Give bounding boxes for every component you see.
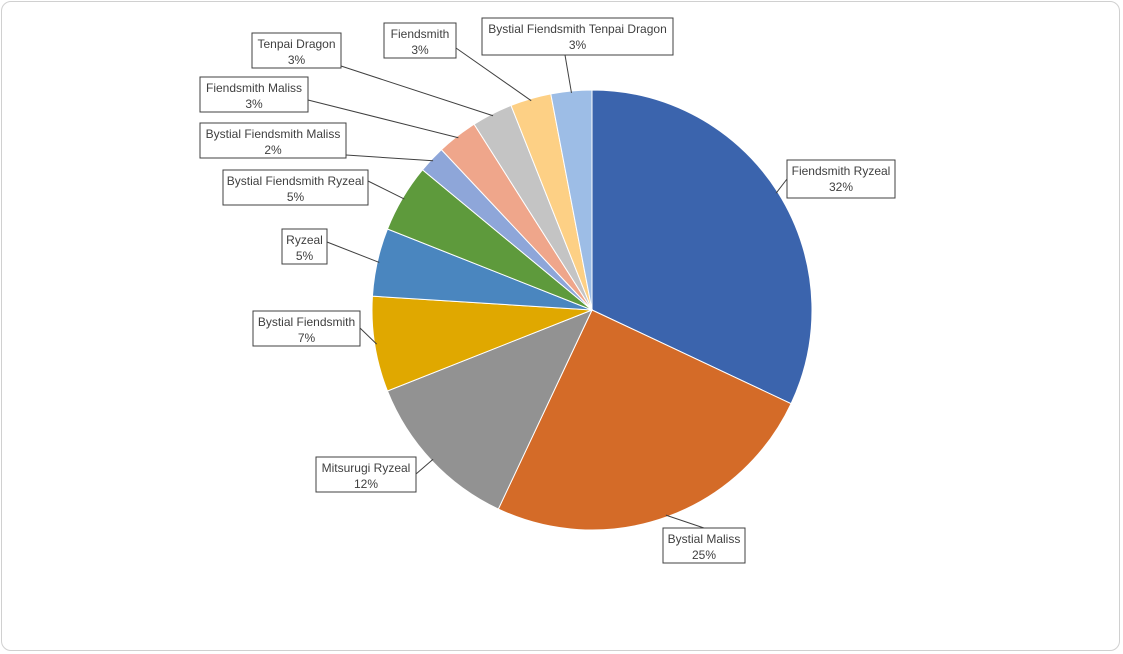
leader-line bbox=[564, 54, 572, 94]
leader-line bbox=[775, 178, 788, 194]
value-label: 5% bbox=[296, 249, 314, 263]
value-label: 12% bbox=[354, 477, 378, 491]
category-label: Bystial Fiendsmith Ryzeal bbox=[227, 174, 364, 188]
data-label-box bbox=[252, 310, 361, 347]
data-label-box bbox=[383, 22, 457, 59]
data-label: Fiendsmith Maliss 3% bbox=[199, 76, 309, 113]
category-label: Mitsurugi Ryzeal bbox=[322, 461, 411, 475]
value-label: 3% bbox=[245, 97, 263, 111]
data-label: Bystial Fiendsmith Maliss 2% bbox=[199, 122, 347, 159]
leader-line bbox=[345, 154, 434, 162]
data-label-box bbox=[199, 76, 309, 113]
category-label: Bystial Fiendsmith bbox=[258, 315, 355, 329]
slices bbox=[371, 89, 813, 531]
data-label-box bbox=[315, 456, 417, 493]
value-label: 3% bbox=[411, 43, 429, 57]
value-label: 25% bbox=[692, 548, 716, 562]
leader-line bbox=[367, 180, 405, 200]
data-label: Ryzeal 5% bbox=[281, 228, 328, 265]
data-label: Mitsurugi Ryzeal 12% bbox=[315, 456, 417, 493]
leader-line bbox=[359, 327, 378, 345]
data-label: Fiendsmith Ryzeal 32% bbox=[786, 159, 896, 199]
category-label: Bystial Fiendsmith Tenpai Dragon bbox=[488, 22, 667, 36]
category-label: Bystial Maliss bbox=[668, 532, 741, 546]
category-label: Fiendsmith bbox=[391, 27, 450, 41]
data-labels: Fiendsmith Ryzeal 32% Bystial Maliss 25% Mit… bbox=[199, 17, 896, 564]
data-label-box bbox=[662, 527, 746, 564]
data-label-box bbox=[786, 159, 896, 199]
category-label: Ryzeal bbox=[286, 233, 323, 247]
category-label: Bystial Fiendsmith Maliss bbox=[206, 127, 341, 141]
data-label-box bbox=[481, 17, 674, 56]
pie-slice bbox=[497, 309, 792, 531]
leader-line bbox=[415, 458, 434, 475]
category-label: Fiendsmith Ryzeal bbox=[792, 164, 891, 178]
data-label: Tenpai Dragon 3% bbox=[251, 32, 342, 69]
leader-line bbox=[326, 241, 380, 263]
data-label: Fiendsmith 3% bbox=[383, 22, 457, 59]
data-label-box bbox=[222, 169, 369, 206]
leader-line bbox=[665, 514, 705, 529]
value-label: 7% bbox=[298, 331, 316, 345]
pie-slice bbox=[591, 89, 813, 405]
data-label: Bystial Fiendsmith 7% bbox=[252, 310, 361, 347]
category-label: Tenpai Dragon bbox=[257, 37, 335, 51]
category-label: Fiendsmith Maliss bbox=[206, 81, 302, 95]
value-label: 32% bbox=[829, 180, 853, 194]
data-label: Bystial Fiendsmith Tenpai Dragon 3% bbox=[481, 17, 674, 56]
data-label-box bbox=[281, 228, 328, 265]
value-label: 2% bbox=[264, 143, 282, 157]
leader-line bbox=[340, 65, 494, 117]
data-label-box bbox=[199, 122, 347, 159]
data-label: Bystial Fiendsmith Ryzeal 5% bbox=[222, 169, 369, 206]
leader-line bbox=[455, 47, 532, 102]
leader-lines bbox=[307, 47, 788, 529]
value-label: 5% bbox=[287, 190, 305, 204]
data-label: Bystial Maliss 25% bbox=[662, 527, 746, 564]
data-label-box bbox=[251, 32, 342, 69]
value-label: 3% bbox=[288, 53, 306, 67]
value-label: 3% bbox=[569, 38, 587, 52]
leader-line bbox=[307, 99, 459, 139]
